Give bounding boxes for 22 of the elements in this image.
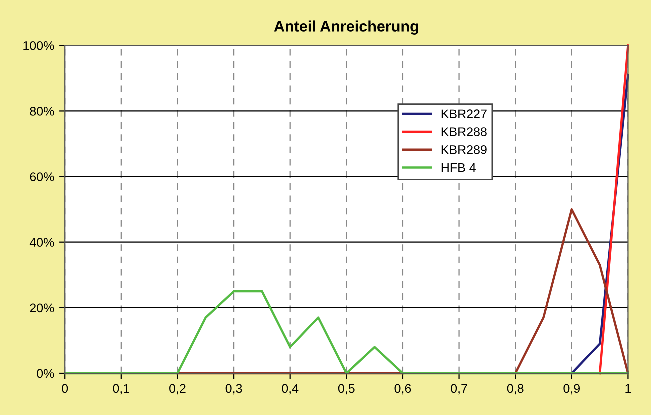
x-tick-label: 0,5 (338, 384, 355, 395)
legend-label: KBR288 (442, 128, 487, 136)
x-tick-label: 1 (626, 384, 632, 393)
x-tick-label: 0,9 (564, 384, 580, 395)
y-tick-label: 60% (30, 172, 54, 182)
x-tick-label: 0,2 (170, 384, 186, 395)
legend-label: KBR227 (442, 110, 487, 118)
legend-label: KBR289 (442, 145, 487, 154)
legend-label: HFB 4 (442, 164, 476, 172)
y-tick-label: 0% (37, 369, 54, 378)
y-tick-label: 80% (30, 107, 54, 116)
x-tick-label: 0,7 (451, 384, 468, 395)
y-tick-label: 100% (24, 41, 54, 50)
x-tick-label: 0 (62, 384, 68, 394)
x-tick-label: 0,6 (394, 384, 412, 395)
x-tick-label: 0,8 (507, 384, 524, 395)
x-tick-label: 0,1 (113, 384, 130, 395)
chart-title: Anteil Anreicherung (274, 20, 418, 35)
x-tick-label: 0,3 (226, 384, 242, 395)
y-tick-label: 40% (30, 238, 54, 248)
y-tick-label: 20% (30, 304, 54, 313)
x-tick-label: 0,4 (282, 384, 299, 395)
